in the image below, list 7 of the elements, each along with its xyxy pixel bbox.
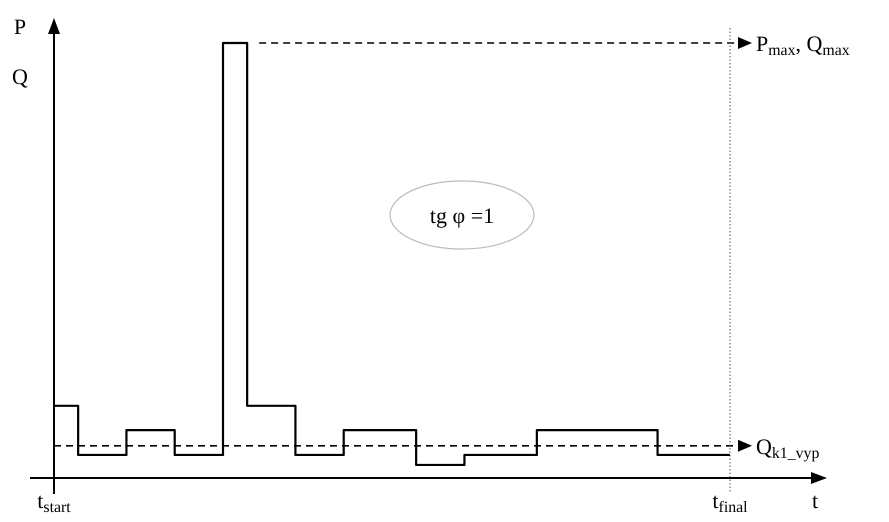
x-axis-title: t (812, 488, 818, 513)
ref-line-label: P$_{max}$, Q$_{max}$ (756, 31, 850, 59)
x-tick-label: t$_{final}$ (712, 488, 748, 516)
y-axis-title: P Q (12, 14, 28, 89)
ref-line-label: Q$_{k1_vyp}$ (756, 434, 820, 462)
annotation: tg φ =1 (430, 203, 494, 228)
x-tick-label: t$_{start}$ (37, 488, 72, 516)
